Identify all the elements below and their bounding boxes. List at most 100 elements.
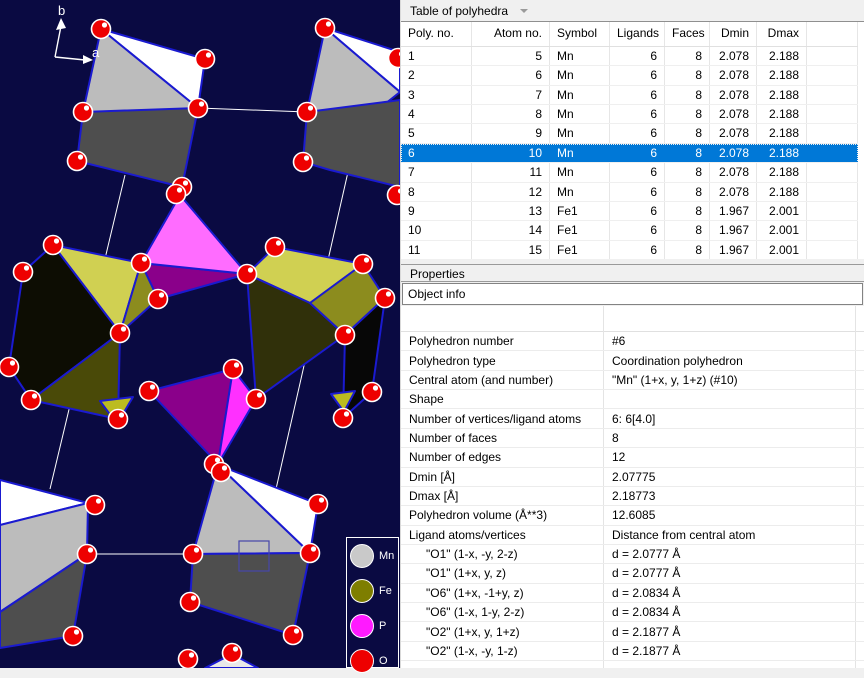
oxygen-atom[interactable] xyxy=(314,17,336,39)
oxygen-atom[interactable] xyxy=(222,358,244,380)
atom-highlight xyxy=(275,240,282,246)
oxygen-atom[interactable] xyxy=(334,324,356,346)
oxygen-atom[interactable] xyxy=(387,47,401,69)
cell[interactable]: Dmax xyxy=(757,22,807,46)
oxygen-atom[interactable] xyxy=(147,288,169,310)
oxygen-atom[interactable] xyxy=(177,648,199,669)
property-value: #6 xyxy=(612,334,626,349)
cell xyxy=(807,240,858,259)
mn-octahedron[interactable] xyxy=(302,27,400,188)
cell: 6 xyxy=(610,221,665,240)
fe-octahedron[interactable] xyxy=(246,246,386,419)
oxygen-atom[interactable] xyxy=(194,48,216,70)
oxygen-atom[interactable] xyxy=(264,236,286,258)
oxygen-atom[interactable] xyxy=(374,287,396,309)
oxygen-atom[interactable] xyxy=(90,18,112,40)
polyhedron-row[interactable]: 2 6 Mn 6 8 2.078 2.188 xyxy=(401,66,858,86)
cell[interactable]: Faces xyxy=(665,22,710,46)
cell[interactable]: Atom no. xyxy=(472,22,550,46)
oxygen-atom[interactable] xyxy=(179,591,201,613)
cell: 6 xyxy=(610,124,665,143)
oxygen-atom[interactable] xyxy=(109,322,131,344)
oxygen-atom[interactable] xyxy=(42,234,64,256)
property-row: Number of edges 12 xyxy=(401,448,864,468)
oxygen-atom[interactable] xyxy=(20,389,42,411)
polyhedron-row[interactable]: 11 15 Fe1 6 8 1.967 2.001 xyxy=(401,240,858,259)
oxygen-atom[interactable] xyxy=(187,97,209,119)
oxygen-atom[interactable] xyxy=(210,461,232,483)
cell: 6 xyxy=(472,66,550,85)
mn-octahedron[interactable] xyxy=(0,479,89,649)
cell: 2.188 xyxy=(768,145,799,160)
polyhedron-row[interactable]: 7 11 Mn 6 8 2.078 2.188 xyxy=(401,163,858,183)
legend-label: P xyxy=(379,619,387,632)
oxygen-atom[interactable] xyxy=(332,407,354,429)
property-value: d = 2.0777 Å xyxy=(612,566,681,581)
oxygen-atom[interactable] xyxy=(66,150,88,172)
cell: Mn xyxy=(550,85,610,105)
polyhedron-row[interactable]: 3 7 Mn 6 8 2.078 2.188 xyxy=(401,85,858,106)
cell: 2 xyxy=(401,66,472,85)
oxygen-atom[interactable] xyxy=(296,101,318,123)
property-label: "O1" (1-x, -y, 2-z) xyxy=(426,547,518,562)
oxygen-atom[interactable] xyxy=(182,543,204,565)
oxygen-atom[interactable] xyxy=(221,642,243,664)
cell: 4 xyxy=(401,105,472,124)
cell[interactable]: Symbol xyxy=(550,22,610,46)
mn-octahedron-selected[interactable] xyxy=(189,464,319,668)
polyhedron-row[interactable]: 4 8 Mn 6 8 2.078 2.188 xyxy=(401,105,858,125)
polyhedron-row[interactable]: 6 10 Mn 6 8 2.078 2.188 xyxy=(401,143,858,164)
cell[interactable]: Poly. no. xyxy=(401,22,472,46)
property-value: d = 2.0834 Å xyxy=(612,605,681,620)
cell: 2.078 xyxy=(710,66,757,85)
property-label: Polyhedron volume (Å**3) xyxy=(409,508,548,523)
oxygen-atom[interactable] xyxy=(130,252,152,274)
atom-highlight xyxy=(53,238,60,244)
oxygen-atom[interactable] xyxy=(282,624,304,646)
oxygen-atom[interactable] xyxy=(299,542,321,564)
cell: 2.078 xyxy=(710,47,757,66)
oxygen-atom[interactable] xyxy=(84,494,106,516)
atom-highlight xyxy=(87,547,94,553)
polyhedron-row[interactable]: 10 14 Fe1 6 8 1.967 2.001 xyxy=(401,221,858,241)
polyhedron-row[interactable]: 8 12 Mn 6 8 2.078 2.188 xyxy=(401,182,858,202)
cell[interactable]: Dmin xyxy=(710,22,757,46)
oxygen-atom[interactable] xyxy=(292,151,314,173)
polyhedra-table[interactable]: Poly. no. Atom no. Symbol Ligands Faces Dmin D… xyxy=(401,22,864,259)
property-row: Number of vertices/ligand atoms 6: 6[4.0] xyxy=(401,409,864,429)
property-value: 2.07775 xyxy=(612,469,656,484)
property-label: "O1" (1+x, y, z) xyxy=(426,566,506,581)
oxygen-atom[interactable] xyxy=(352,253,374,275)
chevron-down-icon[interactable] xyxy=(520,9,529,13)
polyhedron-row[interactable]: 9 13 Fe1 6 8 1.967 2.001 xyxy=(401,201,858,222)
oxygen-atom[interactable] xyxy=(245,388,267,410)
oxygen-atom[interactable] xyxy=(236,263,258,285)
property-value: "Mn" (1+x, y, 1+z) (#10) xyxy=(612,372,738,387)
oxygen-atom[interactable] xyxy=(386,184,401,206)
legend-label: Fe xyxy=(379,584,392,597)
cell[interactable] xyxy=(807,22,858,46)
p-tetrahedron[interactable] xyxy=(148,368,257,465)
cell: 5 xyxy=(401,124,472,143)
oxygen-atom[interactable] xyxy=(361,381,383,403)
oxygen-atom[interactable] xyxy=(107,408,129,430)
oxygen-atom[interactable] xyxy=(72,101,94,123)
atom-highlight xyxy=(345,328,352,334)
cell[interactable]: Ligands xyxy=(610,22,665,46)
cell xyxy=(807,221,858,240)
oxygen-atom[interactable] xyxy=(138,380,160,402)
polyhedron-row[interactable]: 5 9 Mn 6 8 2.078 2.188 xyxy=(401,124,858,144)
structure-viewer[interactable]: b a Mn Fe P O xyxy=(0,0,400,673)
polyhedron-row[interactable]: 1 5 Mn 6 8 2.078 2.188 xyxy=(401,47,858,67)
oxygen-atom[interactable] xyxy=(12,261,34,283)
oxygen-atom[interactable] xyxy=(307,493,329,515)
structure-canvas[interactable]: b a xyxy=(0,0,400,668)
oxygen-atom[interactable] xyxy=(165,183,187,205)
property-value: 6: 6[4.0] xyxy=(612,411,656,426)
cell xyxy=(807,201,858,221)
oxygen-atom[interactable] xyxy=(0,356,20,378)
cell xyxy=(807,124,858,143)
oxygen-atom[interactable] xyxy=(62,625,84,647)
object-info-selector[interactable]: Object info xyxy=(402,283,863,305)
oxygen-atom[interactable] xyxy=(76,543,98,565)
